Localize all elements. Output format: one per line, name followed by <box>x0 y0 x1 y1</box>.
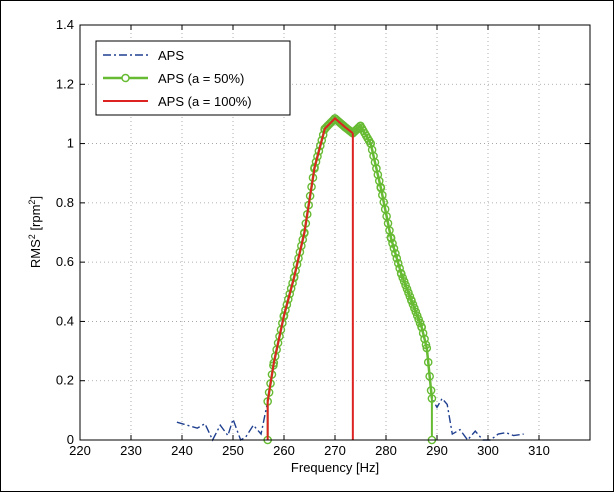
series-aps-a-50-marker <box>372 164 381 173</box>
series-aps-a-50-marker <box>395 264 404 273</box>
x-tick-label: 290 <box>426 443 448 458</box>
y-tick-label: 1.2 <box>56 76 74 91</box>
series-aps-a-50-marker <box>388 239 397 248</box>
y-label-base: RMS <box>28 239 43 268</box>
series-aps-a-50-marker <box>386 234 396 243</box>
series-aps-a-50-marker <box>370 157 380 167</box>
y-tick-label: 0.6 <box>56 254 74 269</box>
series-aps-a-50-marker <box>369 151 378 161</box>
x-tick-label: 220 <box>69 443 91 458</box>
y-tick-label: 1 <box>67 136 74 151</box>
series-aps-a-50-marker <box>367 145 377 155</box>
series-aps-a-50-marker <box>404 288 413 297</box>
y-tick-label: 0.2 <box>56 373 74 388</box>
series-aps-a-50-marker <box>425 372 434 381</box>
x-axis-label: Frequency [Hz] <box>291 460 379 475</box>
x-tick-label: 270 <box>324 443 346 458</box>
x-tick-label: 250 <box>222 443 244 458</box>
series-aps-a-50-marker <box>393 259 403 268</box>
legend-label-aps: APS <box>158 48 184 63</box>
series-aps-a-50-marker <box>415 318 425 328</box>
series-aps-a-50-marker <box>414 315 423 324</box>
series-aps-a-50-marker <box>423 357 433 367</box>
y-tick-label: 0 <box>67 432 74 447</box>
x-tick-label: 300 <box>477 443 499 458</box>
series-aps-a-50-marker <box>407 296 416 305</box>
series-aps-a-50-marker <box>422 343 432 353</box>
y-label-sup-2: 2 <box>27 200 37 205</box>
y-tick-label: 1.4 <box>56 17 74 32</box>
series-aps-a-50-marker <box>420 334 429 344</box>
legend-item-aps-100: APS (a = 100%) <box>103 94 252 109</box>
series-aps-a-50-marker <box>391 249 400 258</box>
series-aps-a-50-marker <box>412 311 422 320</box>
series-aps-a-50-marker <box>421 340 431 350</box>
x-tick-label: 280 <box>375 443 397 458</box>
series-aps-a-50-marker <box>405 292 415 301</box>
y-tick-label: 0.4 <box>56 313 74 328</box>
legend-marker-aps-50 <box>121 73 130 83</box>
series-aps-a-50-marker <box>401 280 410 290</box>
x-tick-label: 310 <box>528 443 550 458</box>
x-tick-label: 260 <box>273 443 295 458</box>
ticks: 220 230 240 250 260 270 280 290 300 310 0 0.2 0.4 0.6… <box>56 17 590 458</box>
y-label-unit-open: [rpm <box>28 205 43 235</box>
legend-item-aps-50: APS (a = 50%) <box>103 71 244 86</box>
legend-label-aps-100: APS (a = 100%) <box>158 94 252 109</box>
series-layer <box>176 114 524 445</box>
series-aps-a-50-marker <box>411 307 421 317</box>
legend-label-aps-50: APS (a = 50%) <box>158 71 244 86</box>
series-aps-a-50-marker <box>402 284 412 294</box>
series-aps-a-100-line <box>266 117 354 402</box>
series-aps-a-50-marker <box>396 269 406 279</box>
series-aps-a-50-marker <box>417 323 427 332</box>
y-tick-label: 0.8 <box>56 195 74 210</box>
series-aps-a-50-marker <box>408 300 418 309</box>
legend-item-aps: APS <box>103 48 184 63</box>
y-label-sup-1: 2 <box>27 234 37 239</box>
series-aps-a-50-marker <box>426 386 436 395</box>
series-aps-a-50-marker <box>410 303 419 313</box>
y-axis-label: RMS2 [rpm2] <box>27 196 43 268</box>
series-aps-a-50-marker <box>392 254 402 263</box>
x-tick-label: 230 <box>120 443 142 458</box>
x-tick-label: 240 <box>171 443 193 458</box>
series-aps-a-50-marker <box>389 244 399 253</box>
series-aps-a-50-marker <box>399 277 409 286</box>
series-aps-a-50-marker <box>398 273 408 283</box>
legend: APS APS (a = 50%) APS (a = 100%) <box>95 40 291 116</box>
series-aps-a-50-marker <box>418 328 428 338</box>
series-aps-a-50-marker <box>373 170 383 179</box>
series-aps-a-50-marker <box>366 139 376 148</box>
y-label-unit-close: ] <box>28 196 43 200</box>
